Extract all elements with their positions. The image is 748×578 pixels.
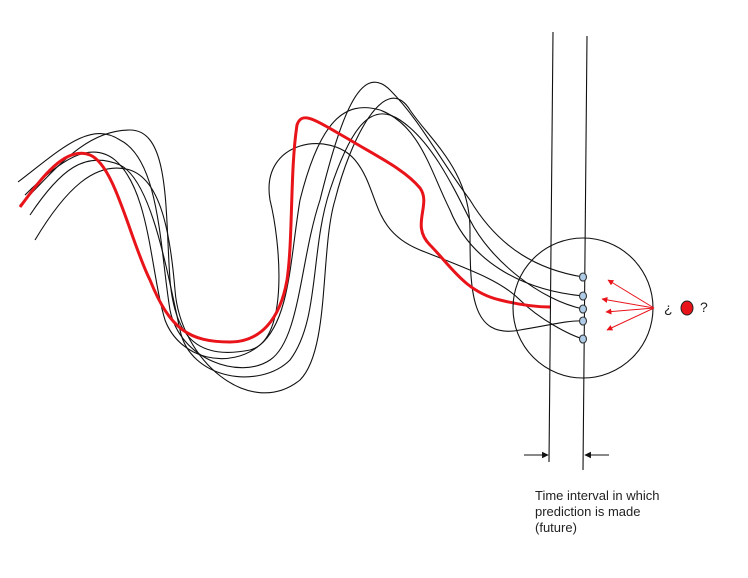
- red-arrow: [606, 307, 655, 331]
- endpoint-dots: [578, 272, 588, 344]
- endpoint-dot: [578, 316, 588, 326]
- prediction-arrows: [601, 279, 655, 331]
- highlighted-trajectory: [18, 116, 551, 344]
- endpoint-dot: [578, 304, 588, 314]
- trajectory-5: [19, 129, 584, 354]
- caption-line: Time interval in which: [535, 488, 660, 503]
- red-arrow: [601, 296, 655, 309]
- endpoint-dot: [578, 334, 588, 344]
- unknown-position-ball: [680, 300, 694, 316]
- caption-line: (future): [535, 520, 577, 535]
- window-left-boundary: [548, 31, 554, 463]
- endpoint-dot: [578, 272, 588, 282]
- window-right-boundary: [582, 35, 588, 471]
- question-open: ¿: [664, 300, 673, 316]
- question-close: ?: [700, 299, 708, 315]
- trajectory-2: [24, 107, 584, 360]
- red-arrow: [607, 279, 655, 309]
- endpoint-dot: [578, 291, 588, 301]
- trajectory-4: [34, 97, 584, 394]
- caption-line: prediction is made: [535, 504, 641, 519]
- time-interval-caption: Time interval in which prediction is mad…: [535, 488, 735, 536]
- prediction-window: [512, 31, 654, 471]
- red-arrow: [605, 307, 655, 315]
- trajectory-1: [17, 81, 584, 369]
- trajectory-3: [29, 113, 584, 378]
